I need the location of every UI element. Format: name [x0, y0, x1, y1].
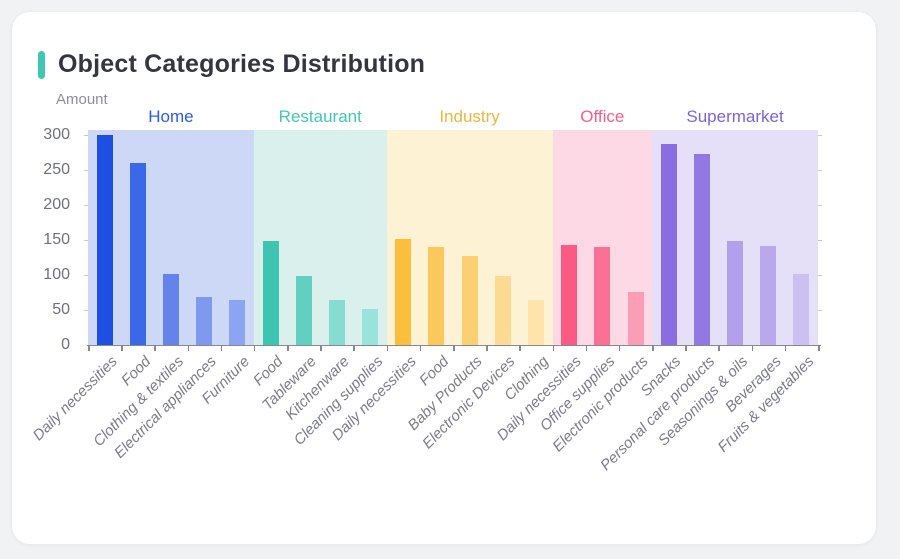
x-axis-tick-mark — [419, 346, 422, 351]
x-axis-tick-mark — [253, 346, 256, 351]
bar-supermarket-personal-care-products[interactable] — [693, 153, 710, 345]
bar-restaurant-tableware[interactable] — [295, 276, 312, 345]
x-axis-tick-mark — [751, 346, 754, 351]
y-tick-mark-left — [84, 275, 88, 276]
x-axis-tick-mark — [121, 346, 123, 351]
y-axis-title: Amount — [56, 91, 108, 108]
y-tick-mark-right — [818, 170, 822, 171]
bar-industry-clothing[interactable] — [527, 300, 544, 345]
title-accent-bar — [38, 50, 45, 79]
y-tick-label-250: 250 — [43, 161, 70, 178]
bar-home-electrical-appliances[interactable] — [196, 297, 213, 345]
x-axis-tick-mark — [187, 346, 190, 351]
y-tick-label-300: 300 — [43, 126, 70, 143]
bar-restaurant-food[interactable] — [262, 241, 279, 345]
group-label-home: Home — [148, 107, 194, 126]
group-labels-row: Home Restaurant Industry Office Supermarket — [12, 107, 876, 129]
y-tick-mark-right — [818, 240, 822, 241]
group-label-office: Office — [580, 107, 625, 126]
bar-industry-food[interactable] — [428, 247, 445, 345]
group-label-industry: Industry — [439, 107, 500, 126]
bar-office-office-supplies[interactable] — [594, 247, 611, 345]
y-axis-labels: 0 50 100 150 200 250 300 — [12, 126, 80, 353]
bar-supermarket-beverages[interactable] — [760, 246, 777, 345]
y-tick-label-0: 0 — [61, 336, 70, 353]
y-tick-mark-right — [818, 135, 822, 136]
y-tick-mark-right — [818, 275, 822, 276]
bar-supermarket-seasonings-oils[interactable] — [727, 240, 744, 345]
y-tick-mark-left — [84, 240, 88, 241]
title-row: Object Categories Distribution — [38, 50, 425, 79]
bar-restaurant-kitchenware[interactable] — [328, 299, 345, 345]
bar-office-electronic-products[interactable] — [627, 291, 644, 345]
y-tick-label-50: 50 — [52, 301, 70, 318]
x-axis-tick-mark — [386, 346, 389, 351]
x-axis-tick-mark — [88, 346, 90, 351]
chart-title: Object Categories Distribution — [58, 50, 426, 78]
y-tick-mark-left — [84, 205, 88, 206]
x-axis-tick-mark — [287, 346, 289, 351]
x-axis-tick-mark — [519, 346, 521, 351]
x-axis-ticks — [88, 346, 820, 352]
bar-restaurant-cleaning-supplies[interactable] — [362, 309, 379, 345]
x-axis-labels: Daily necessities Food Clothing & textiles… — [30, 353, 818, 523]
bar-supermarket-fruits-vegetables[interactable] — [793, 274, 810, 345]
x-axis-tick-mark — [486, 346, 488, 351]
x-axis-tick-mark — [220, 346, 223, 351]
y-tick-mark-left — [84, 135, 88, 136]
bar-supermarket-snacks[interactable] — [660, 144, 677, 345]
bar-home-daily-necessities[interactable] — [96, 135, 113, 345]
plot-area[interactable] — [84, 130, 822, 345]
group-label-restaurant: Restaurant — [278, 107, 362, 126]
x-axis-tick-mark — [818, 346, 820, 351]
y-tick-mark-left — [84, 310, 88, 311]
x-axis-tick-mark — [685, 346, 687, 351]
x-axis-tick-mark — [353, 346, 355, 351]
x-axis-tick-mark — [784, 346, 787, 351]
x-axis-tick-mark — [618, 346, 621, 351]
bar-home-furniture[interactable] — [229, 300, 246, 345]
x-axis-tick-mark — [718, 346, 720, 351]
bar-industry-daily-necessities[interactable] — [395, 239, 412, 345]
y-tick-label-200: 200 — [43, 196, 70, 213]
x-axis-tick-mark — [652, 346, 654, 351]
bar-home-clothing-textiles[interactable] — [162, 273, 179, 345]
bar-home-food[interactable] — [129, 163, 146, 345]
x-axis-tick-mark — [320, 346, 322, 351]
y-tick-mark-left — [84, 170, 88, 171]
x-axis-line — [87, 345, 821, 346]
bar-industry-baby-products[interactable] — [461, 256, 478, 345]
group-label-supermarket: Supermarket — [686, 107, 784, 126]
x-axis-tick-mark — [552, 346, 555, 351]
y-tick-label-100: 100 — [43, 266, 70, 283]
y-tick-mark-right — [818, 310, 822, 311]
bar-industry-electronic-devices[interactable] — [494, 275, 511, 345]
y-tick-label-150: 150 — [43, 231, 70, 248]
x-axis-tick-mark — [154, 346, 156, 351]
bar-office-daily-necessities[interactable] — [561, 244, 578, 345]
x-axis-tick-mark — [453, 346, 455, 351]
y-tick-mark-right — [818, 205, 822, 206]
chart-card: Object Categories Distribution Amount Ho… — [12, 12, 876, 544]
x-axis-tick-mark — [585, 346, 588, 351]
